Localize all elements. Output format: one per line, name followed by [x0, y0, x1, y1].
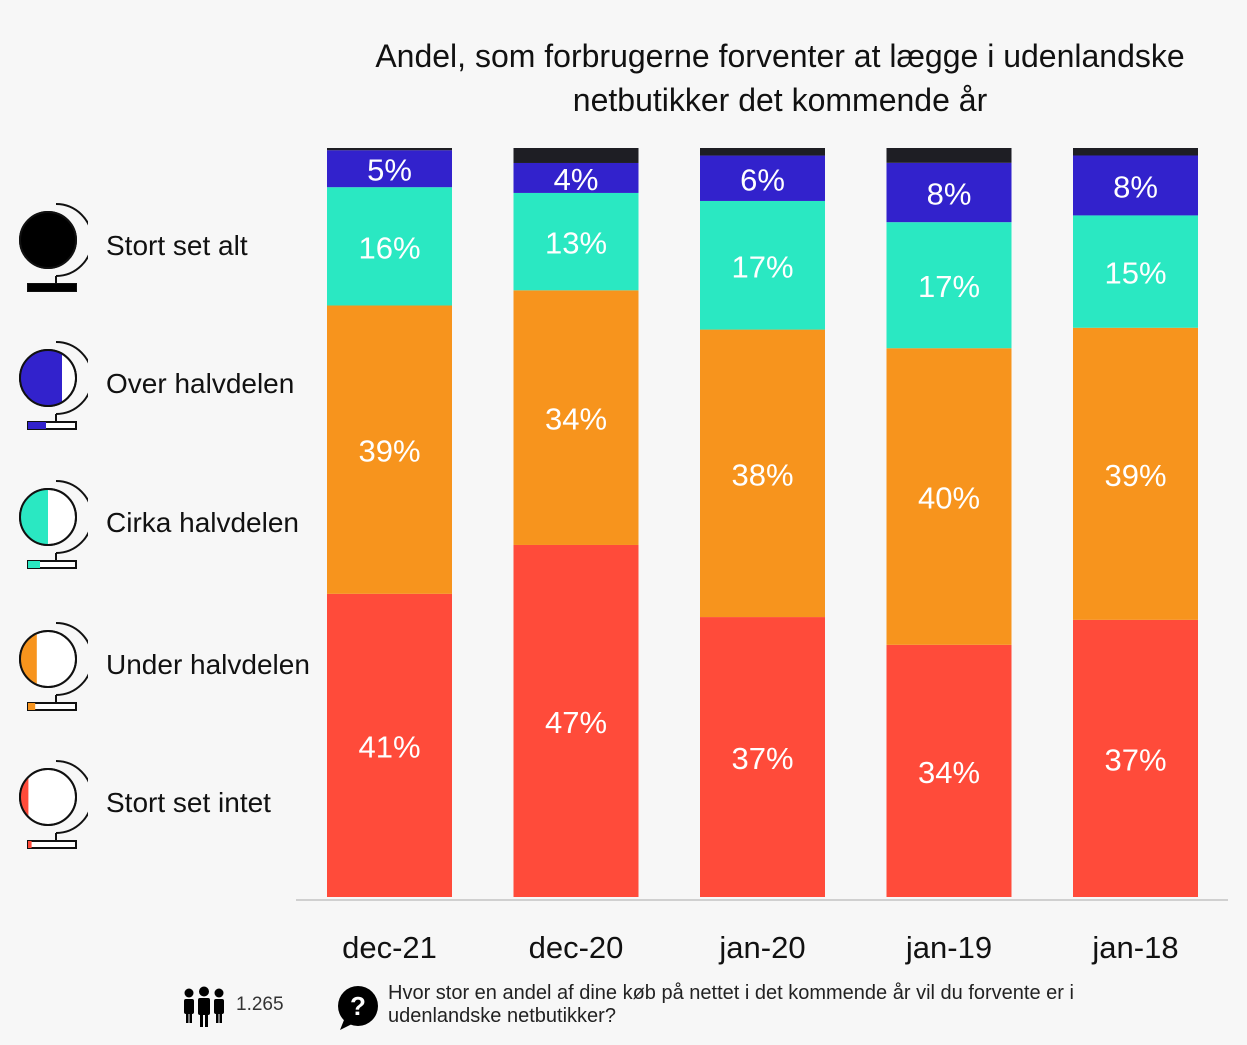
data-label: 13%: [545, 226, 607, 261]
legend-item-stort-set-alt: Stort set alt: [18, 196, 328, 296]
legend-item-stort-set-intet: Stort set intet: [18, 753, 328, 853]
bar-segment: [886, 644, 1012, 897]
people-icon: [184, 986, 224, 1027]
bar-segment: [1073, 215, 1198, 328]
data-label: 41%: [358, 729, 420, 764]
legend-item-over-halvdelen: Over halvdelen: [18, 334, 328, 434]
data-label: 37%: [1104, 742, 1166, 777]
data-label: 4%: [554, 162, 599, 197]
bar-segment: [513, 192, 639, 291]
bar-segment: [886, 162, 1012, 223]
chart-title: Andel, som forbrugerne forventer at lægg…: [375, 38, 1185, 118]
data-label: 34%: [918, 755, 980, 790]
bar-segment: [886, 222, 1012, 349]
legend-item-cirka-halvdelen: Cirka halvdelen: [18, 473, 328, 573]
globe-icon: [19, 760, 88, 849]
bar-segment: [700, 617, 825, 897]
data-label: 34%: [545, 402, 607, 437]
bar-segment: [327, 593, 452, 897]
data-label: 38%: [731, 457, 793, 492]
data-label: 37%: [731, 741, 793, 776]
footer: 1.265 ? Hvor stor en andel af dine køb p…: [0, 982, 1247, 1032]
bar-segment: [886, 348, 1012, 645]
x-tick-label: dec-21: [342, 930, 437, 965]
bar-segment: [513, 544, 639, 897]
bar-segment: [1073, 327, 1198, 620]
bar-segment: [1073, 619, 1198, 897]
globe-icon: [19, 622, 88, 711]
globe-icon: [19, 480, 88, 569]
data-label: 17%: [918, 269, 980, 304]
globe-icon: [19, 341, 88, 430]
bar-segment: [327, 148, 452, 151]
x-tick-label: jan-19: [905, 930, 992, 965]
data-label: 8%: [1113, 169, 1158, 204]
data-label: 15%: [1104, 256, 1166, 291]
bar-segment: [327, 187, 452, 306]
data-label: 47%: [545, 705, 607, 740]
x-tick-label: jan-18: [1091, 930, 1178, 965]
bar-segment: [886, 148, 1012, 163]
data-label: 17%: [731, 249, 793, 284]
data-label: 5%: [367, 153, 412, 188]
bar-segment: [700, 148, 825, 156]
data-label: 8%: [927, 176, 972, 211]
bar-segment: [513, 290, 639, 545]
bar-segment: [700, 329, 825, 618]
globe-icon: [19, 203, 88, 292]
data-label: 16%: [358, 230, 420, 265]
data-label: 6%: [740, 162, 785, 197]
legend-label: Stort set alt: [106, 230, 248, 261]
legend-label: Stort set intet: [106, 787, 271, 818]
svg-text:?: ?: [350, 991, 366, 1021]
legend-item-under-halvdelen: Under halvdelen: [18, 615, 328, 715]
legend-label: Cirka halvdelen: [106, 507, 299, 538]
legend-label: Over halvdelen: [106, 368, 295, 399]
bar-segment: [700, 155, 825, 201]
x-tick-label: dec-20: [529, 930, 624, 965]
bar-segment: [327, 150, 452, 188]
bar-segment: [327, 305, 452, 594]
data-label: 39%: [1104, 458, 1166, 493]
x-tick-label: jan-20: [718, 930, 805, 965]
survey-question: Hvor stor en andel af dine køb på nettet…: [388, 982, 1074, 1027]
data-label: 40%: [918, 481, 980, 516]
bar-segment: [513, 148, 639, 163]
stacked-bar-chart: 41% 39% 16% 5% dec-21 47% 34% 13% 4% dec-20 37% 38%…: [296, 148, 1228, 965]
data-label: 39%: [358, 434, 420, 469]
bar-segment: [1073, 155, 1198, 216]
legend-label: Under halvdelen: [106, 649, 310, 680]
bar-segment: [1073, 148, 1198, 156]
bar-segment: [700, 200, 825, 330]
bar-segment: [513, 162, 639, 193]
question-bubble-icon: ?: [338, 986, 378, 1030]
respondent-count: 1.265: [236, 994, 284, 1015]
